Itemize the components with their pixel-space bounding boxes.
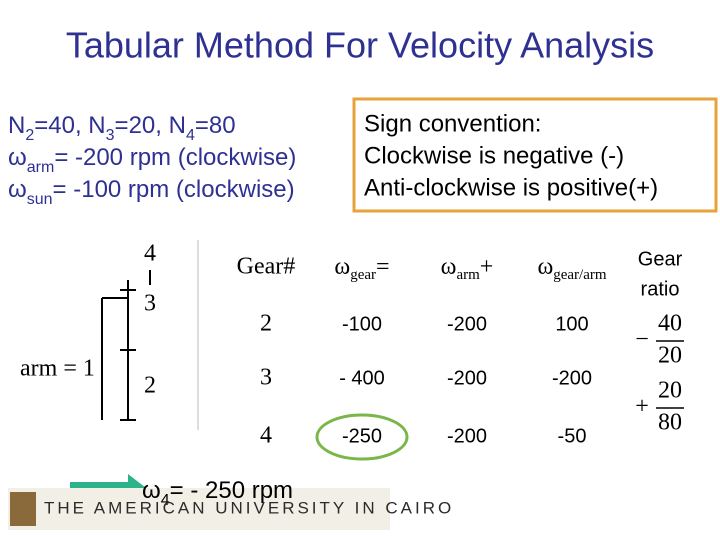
- given-line: ωsun= -100 rpm (clockwise): [8, 176, 295, 207]
- table-header: ωgear=: [334, 254, 389, 284]
- table-header: ratio: [641, 278, 680, 300]
- ratio-denominator: 20: [658, 343, 682, 369]
- table-cell: -100: [342, 313, 382, 335]
- table-cell: -50: [558, 425, 587, 447]
- subscript: sun: [27, 191, 53, 208]
- text-piece: N: [8, 112, 25, 139]
- highlight-circle: [315, 413, 409, 461]
- sign-line: Sign convention:: [364, 110, 541, 137]
- subscript: arm: [456, 267, 480, 283]
- subscript: gear: [350, 267, 376, 283]
- table-cell: 3: [260, 365, 272, 391]
- ratio-denominator: 80: [658, 410, 682, 436]
- table-cell: 2: [260, 311, 272, 337]
- text-piece: +: [480, 254, 494, 280]
- table-header: Gear#: [237, 254, 296, 280]
- subscript: 2: [25, 127, 34, 144]
- title: Tabular Method For Velocity Analysis: [66, 25, 654, 66]
- ratio-sign: +: [635, 394, 649, 420]
- text-piece: =: [376, 254, 390, 280]
- text-piece: =40, N: [34, 112, 105, 139]
- diagram-label: 3: [144, 291, 156, 317]
- table-cell: 4: [260, 423, 272, 449]
- text-piece: ω: [441, 254, 457, 280]
- diagram-label: 4: [144, 241, 156, 267]
- diagram-label: arm = 1: [20, 356, 95, 382]
- sign-box: [352, 97, 718, 213]
- diagram-label: 2: [144, 373, 156, 399]
- text-piece: ω: [334, 254, 350, 280]
- sign-line: Anti-clockwise is positive(+): [364, 174, 658, 201]
- given-line: N2=40, N3=20, N4=80: [8, 112, 236, 143]
- table-cell: 100: [555, 313, 588, 335]
- subscript: 4: [161, 492, 170, 509]
- result: ω4= - 250 rpm: [142, 477, 293, 508]
- given-line: ωarm= -200 rpm (clockwise): [8, 144, 296, 175]
- ratio-numerator: 40: [658, 311, 682, 337]
- subscript: 3: [106, 127, 115, 144]
- text-piece: ω: [8, 144, 27, 171]
- table-header: ωarm+: [441, 254, 494, 284]
- text-piece: =20, N: [115, 112, 186, 139]
- text-piece: = -100 rpm (clockwise): [53, 176, 295, 203]
- text-piece: =80: [195, 112, 236, 139]
- table-cell: -200: [447, 425, 487, 447]
- table-header: ωgear/arm: [537, 254, 606, 284]
- ratio-numerator: 20: [658, 378, 682, 404]
- sign-line: Clockwise is negative (-): [364, 142, 624, 169]
- text-piece: ω: [8, 176, 27, 203]
- subscript: arm: [27, 159, 55, 176]
- gear-diagram: [101, 270, 151, 421]
- text-piece: = -200 rpm (clockwise): [54, 144, 296, 171]
- table-cell: -200: [552, 367, 592, 389]
- table-cell: -250: [342, 425, 382, 447]
- table-cell: - 400: [339, 367, 385, 389]
- ratio-sign: −: [635, 327, 649, 353]
- subscript: 4: [186, 127, 195, 144]
- logo-text: THE AMERICAN UNIVERSITY IN CAIRO: [44, 498, 454, 517]
- text-piece: ω: [142, 477, 161, 504]
- logo-emblem: [10, 492, 36, 526]
- text-piece: ω: [537, 254, 553, 280]
- logo-band: [8, 488, 390, 530]
- table-cell: -200: [447, 367, 487, 389]
- table-cell: -200: [447, 313, 487, 335]
- table-header: Gear: [638, 248, 683, 270]
- subscript: gear/arm: [553, 267, 607, 283]
- text-piece: = - 250 rpm: [170, 477, 293, 504]
